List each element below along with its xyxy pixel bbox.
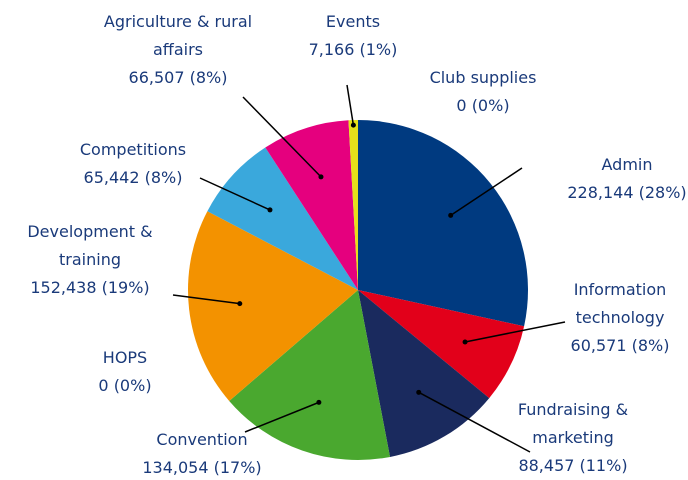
pie-slice <box>265 120 358 290</box>
category-name: Competitions <box>79 140 187 159</box>
slice-label: Events 7,166 (1%) <box>303 8 403 64</box>
category-name: HOPS <box>102 348 148 367</box>
category-name: Admin <box>601 155 653 174</box>
value-label: 65,442 (8%) <box>83 168 183 187</box>
value-label: 60,571 (8%) <box>570 336 670 355</box>
leader-dot <box>237 301 243 307</box>
leader-dot <box>318 174 324 180</box>
leader-line <box>418 391 531 453</box>
value-label: 0 (0%) <box>98 376 152 395</box>
category-name: Club supplies <box>429 68 537 87</box>
slice-label: Competitions 65,442 (8%) <box>58 136 208 192</box>
leader-dot <box>267 207 273 213</box>
leader-dot <box>350 122 356 128</box>
category-name: Convention <box>156 430 248 449</box>
category-name: Development & training <box>27 222 153 269</box>
value-label: 0 (0%) <box>456 96 510 115</box>
slice-label: Club supplies 0 (0%) <box>403 64 563 120</box>
pie-slice <box>358 290 490 457</box>
leader-line <box>244 401 320 433</box>
value-label: 152,438 (19%) <box>30 278 150 297</box>
leader-dot <box>448 212 454 218</box>
leader-line <box>172 294 240 305</box>
slice-label: Information technology 60,571 (8%) <box>545 276 688 360</box>
category-name: Agriculture & rural affairs <box>103 12 253 59</box>
slice-label: HOPS 0 (0%) <box>75 344 175 400</box>
category-name: Information technology <box>573 280 667 327</box>
pie-slice <box>358 120 528 327</box>
pie-slice <box>207 147 358 290</box>
slice-label: Convention 134,054 (17%) <box>127 426 277 480</box>
category-name: Fundraising & marketing <box>517 400 629 447</box>
slice-label: Agriculture & rural affairs 66,507 (8%) <box>103 8 253 92</box>
value-label: 88,457 (11%) <box>518 456 628 475</box>
leader-line <box>464 321 566 343</box>
slice-label: Admin 228,144 (28%) <box>552 151 688 207</box>
value-label: 66,507 (8%) <box>128 68 228 87</box>
pie-slice <box>358 290 525 399</box>
leader-line <box>199 177 271 211</box>
pie-slice <box>229 290 391 460</box>
leader-dot <box>462 339 468 345</box>
leader-dot <box>316 399 322 405</box>
value-label: 228,144 (28%) <box>567 183 687 202</box>
value-label: 7,166 (1%) <box>308 40 398 59</box>
pie-slice <box>188 211 358 401</box>
leader-dot <box>416 389 422 395</box>
pie-slice <box>348 120 358 290</box>
leader-line <box>242 96 322 178</box>
leader-line <box>346 84 355 126</box>
slice-label: Development & training 152,438 (19%) <box>15 218 165 302</box>
leader-line <box>450 167 523 216</box>
category-name: Events <box>325 12 381 31</box>
value-label: 134,054 (17%) <box>142 458 262 477</box>
slice-label: Fundraising & marketing 88,457 (11%) <box>498 396 648 480</box>
